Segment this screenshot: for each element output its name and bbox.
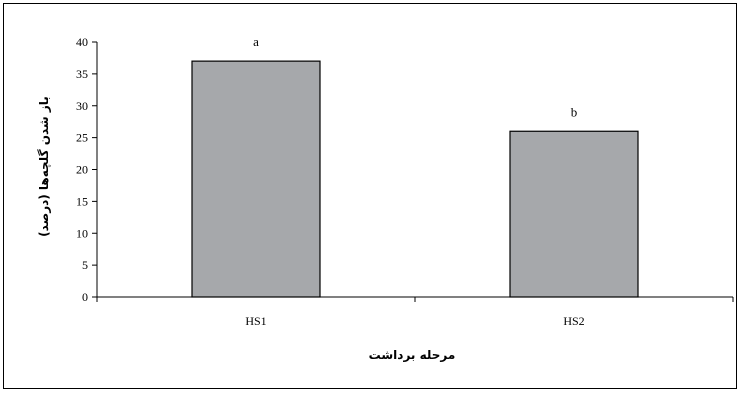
- bars: ab: [191, 34, 639, 298]
- x-tick-label: HS2: [563, 314, 584, 328]
- x-tick-label: HS1: [245, 314, 266, 328]
- y-axis-title: باز شدن گلچه‌ها (درصد): [37, 96, 51, 237]
- y-tick-label: 25: [76, 131, 88, 145]
- bar-hs2: [509, 130, 639, 298]
- x-axis-title: مرحله برداشت: [369, 348, 456, 362]
- bar-data-label: a: [253, 34, 259, 49]
- y-tick-label: 0: [82, 290, 88, 304]
- y-tick-label: 15: [76, 194, 88, 208]
- y-tick-label: 10: [76, 226, 88, 240]
- y-tick-label: 30: [76, 99, 88, 113]
- bar-hs1: [191, 60, 321, 298]
- bar-data-label: b: [571, 104, 578, 119]
- x-axis-ticks: HS1 HS2: [96, 297, 734, 328]
- y-tick-label: 35: [76, 67, 88, 81]
- y-tick-label: 5: [82, 258, 88, 272]
- y-axis-ticks: 0 5 10 15 20 25 30 35 40: [76, 35, 97, 304]
- y-tick-label: 20: [76, 163, 88, 177]
- y-tick-label: 40: [76, 35, 88, 49]
